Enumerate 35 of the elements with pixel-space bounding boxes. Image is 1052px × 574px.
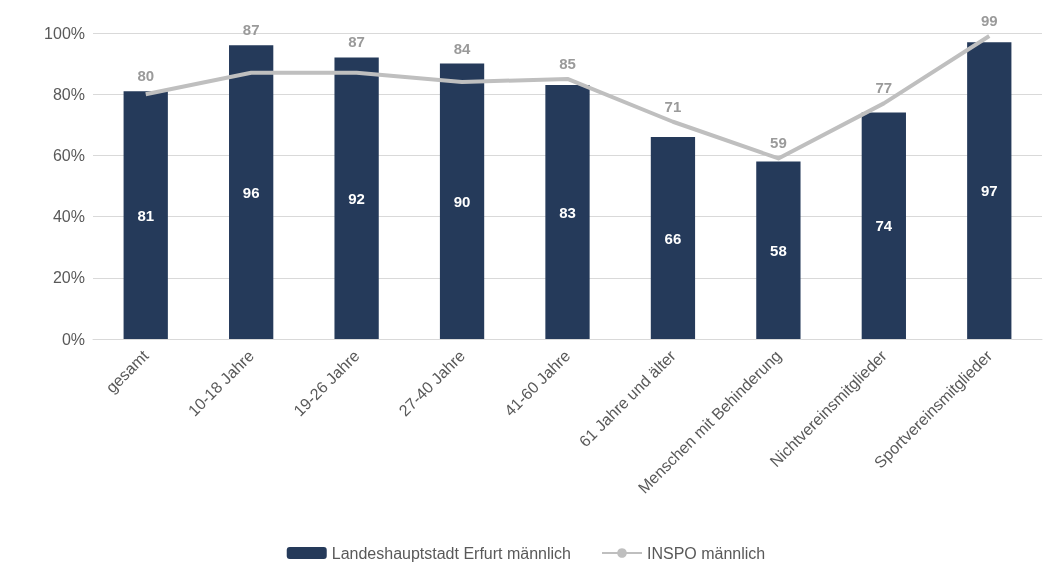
data-label: 81 [137,206,155,224]
data-label: 74 [875,217,893,235]
data-label: 84 [453,39,472,57]
bar [334,57,379,339]
data-label: 96 [242,183,260,201]
y-tick-label: 60% [52,146,85,164]
bar [967,42,1012,339]
data-label: 80 [137,67,155,85]
bar [861,112,906,339]
bar [229,45,274,339]
data-label: 87 [348,33,365,51]
data-label: 99 [980,12,998,30]
bar [756,161,801,339]
data-label: 85 [559,54,576,72]
data-label: 92 [348,189,365,207]
y-tick-label: 0% [61,330,85,348]
y-tick-label: 20% [52,269,85,287]
bar [123,91,168,339]
bar [650,137,696,339]
legend-label: Landeshauptstadt Erfurt männlich [331,544,571,562]
data-label: 58 [770,241,787,259]
y-tick-label: 100% [44,24,85,42]
bar [439,63,485,339]
data-label: 97 [980,182,998,200]
legend-label: INSPO männlich [647,544,766,562]
bar [545,85,590,339]
data-label: 59 [770,134,787,152]
data-label: 87 [242,21,260,39]
data-label: 90 [453,192,471,210]
data-label: 71 [664,97,682,115]
data-label: 77 [875,79,893,97]
data-label: 83 [559,203,576,221]
data-label: 66 [664,229,682,247]
y-tick-label: 80% [52,85,85,103]
y-tick-label: 40% [52,208,85,226]
